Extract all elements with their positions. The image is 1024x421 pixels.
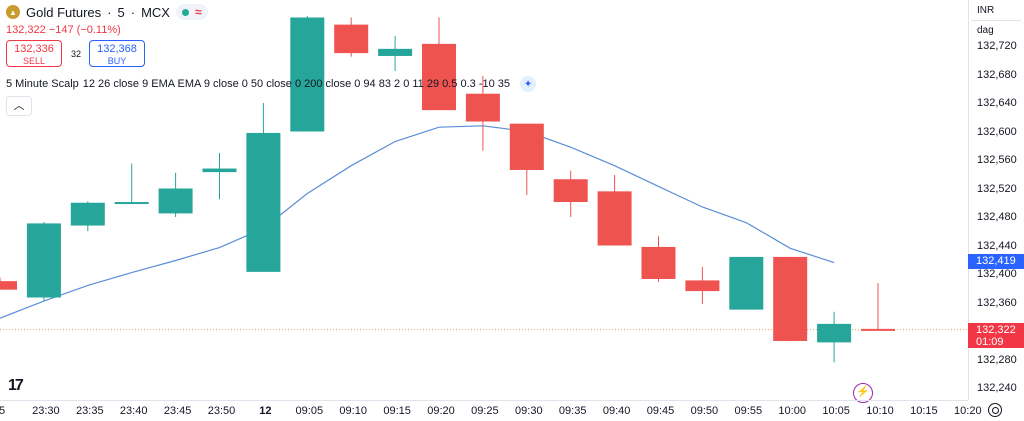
candle-body: [70, 202, 105, 226]
symbol-name[interactable]: Gold Futures: [26, 4, 102, 20]
time-tick-label: 10:10: [866, 405, 894, 417]
unit-selector[interactable]: dag: [971, 22, 1021, 41]
time-tick-label: 23:45: [163, 405, 192, 417]
candle-body: [246, 132, 281, 272]
time-tick-label: 12: [259, 405, 272, 417]
ema-price-label: 132,419: [968, 254, 1024, 269]
time-tick-label: 09:05: [295, 405, 324, 417]
time-tick-label: 09:40: [602, 405, 631, 417]
price-tick-label: 132,680: [977, 68, 1017, 81]
interval-label[interactable]: 5: [117, 4, 125, 20]
settings-icon[interactable]: [988, 403, 1002, 417]
last-price-value: 132,322: [976, 324, 1016, 336]
price-change: 132,322 −147 (−0.11%): [6, 24, 121, 36]
candle-body: [597, 191, 632, 246]
sell-price: 132,336: [14, 43, 54, 55]
wave-icon: ≈: [194, 5, 202, 19]
candle-body: [773, 256, 808, 341]
price-tick-label: 132,360: [977, 296, 1017, 309]
candle-body: [861, 328, 895, 331]
candle-body: [26, 223, 61, 298]
buy-label: BUY: [107, 56, 127, 66]
collapse-legend-button[interactable]: ︿: [6, 96, 32, 116]
buy-price: 132,368: [97, 43, 137, 55]
symbol-header[interactable]: ▲ Gold Futures · 5 · MCX ≈: [6, 4, 208, 20]
time-tick-label: 5: [0, 405, 6, 417]
time-tick-label: 09:15: [383, 405, 411, 417]
time-tick-label: 09:50: [690, 405, 719, 417]
candle-body: [0, 281, 17, 290]
indicator-params: 12 26 close 9 EMA EMA 9 close 0 50 close…: [82, 78, 511, 90]
candle-body: [553, 179, 588, 203]
price-tick-label: 132,400: [977, 268, 1017, 280]
price-tick-label: 132,640: [977, 97, 1017, 109]
time-tick-label: 09:35: [558, 405, 587, 417]
bar-countdown: 01:09: [976, 336, 1004, 348]
gold-symbol-icon: ▲: [6, 5, 20, 19]
candle-body: [422, 43, 456, 111]
time-tick-label: 09:20: [427, 405, 455, 417]
candle-body: [729, 256, 764, 310]
time-tick-label: 09:55: [734, 405, 763, 417]
price-tick-label: 132,720: [977, 40, 1017, 52]
price-tick-label: 132,240: [977, 382, 1017, 394]
sell-button[interactable]: 132,336 SELL: [6, 40, 62, 67]
candle-body: [290, 17, 325, 132]
time-tick-label: 10:00: [778, 405, 806, 417]
time-tick-label: 10:20: [954, 405, 982, 417]
chevron-up-icon: ︿: [13, 100, 25, 112]
separator: ·: [130, 4, 136, 20]
candle-body: [158, 188, 193, 214]
indicator-legend[interactable]: 5 Minute Scalp 12 26 close 9 EMA EMA 9 c…: [6, 76, 537, 92]
time-tick-label: 10:05: [822, 405, 850, 417]
candle-body: [378, 48, 413, 56]
time-tick-label: 10:15: [910, 405, 938, 417]
price-tick-label: 132,440: [977, 239, 1017, 252]
time-tick-label: 09:10: [339, 405, 367, 417]
price-tick-label: 132,480: [977, 211, 1017, 223]
market-open-icon: [181, 8, 189, 16]
chart-area[interactable]: [0, 0, 968, 400]
separator: ·: [107, 4, 112, 20]
time-tick-label: 23:40: [119, 405, 148, 417]
sell-label: SELL: [22, 56, 46, 66]
time-tick-label: 09:25: [471, 405, 499, 417]
last-price-label: 132,322 01:09: [968, 323, 1024, 348]
spread-value: 32: [71, 49, 82, 59]
candle-body: [817, 323, 852, 343]
time-tick-label: 23:30: [32, 405, 60, 417]
tradingview-logo-icon[interactable]: 17: [8, 377, 24, 394]
buy-button[interactable]: 132,368 BUY: [89, 40, 145, 67]
time-tick-label: 23:50: [207, 405, 236, 417]
price-tick-label: 132,560: [977, 154, 1017, 166]
ema-line: [0, 125, 835, 319]
currency-selector[interactable]: INR: [971, 2, 1021, 21]
time-tick-label: 09:45: [646, 405, 675, 417]
lightning-icon[interactable]: ⚡: [853, 383, 873, 403]
exchange-label: MCX: [141, 4, 170, 20]
indicator-name[interactable]: 5 Minute Scalp: [6, 78, 79, 90]
candle-body: [114, 202, 149, 205]
candlestick-chart[interactable]: [0, 0, 968, 400]
candle-body: [334, 24, 369, 54]
candle-body: [509, 123, 544, 170]
candle-body: [202, 168, 237, 173]
market-status[interactable]: ≈: [175, 4, 208, 20]
price-tick-label: 132,600: [977, 125, 1017, 138]
price-tick-label: 132,520: [977, 182, 1017, 195]
time-tick-label: 09:30: [515, 405, 543, 417]
candle-body: [641, 246, 676, 279]
price-tick-label: 132,280: [977, 353, 1017, 366]
time-scale[interactable]: 5 23:30 23:35 23:40 23:45 23:50 12 09:05 09:10 09…: [0, 400, 982, 421]
candle-body: [685, 280, 720, 292]
candle-body: [465, 93, 500, 122]
time-tick-label: 23:35: [76, 405, 104, 417]
sparkle-icon[interactable]: ✦: [520, 76, 537, 92]
